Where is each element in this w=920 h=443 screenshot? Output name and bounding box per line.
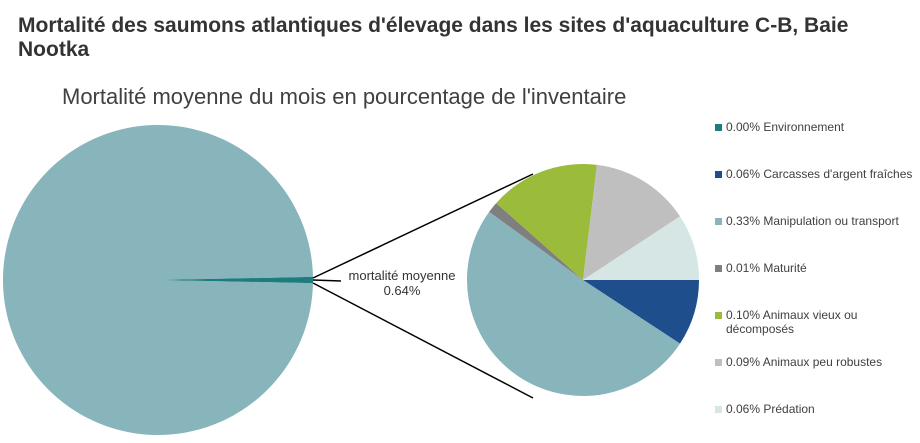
connector-line-top	[312, 173, 534, 279]
aggregate-label-leader	[312, 279, 342, 282]
secondary-pie-slice	[583, 216, 699, 280]
legend-swatch	[715, 312, 722, 319]
chart-subtitle: Mortalité moyenne du mois en pourcentage…	[62, 84, 627, 109]
aggregate-label: mortalité moyenne 0.64%	[343, 268, 461, 298]
secondary-pie-slice	[489, 203, 583, 280]
legend-label: 0.10% Animaux vieux ou décomposés	[726, 308, 858, 336]
legend-swatch	[715, 265, 722, 272]
aggregate-label-text: mortalité moyenne	[348, 268, 456, 283]
legend-item: 0.01% Maturité	[715, 261, 807, 275]
secondary-pie-slice	[583, 280, 699, 344]
legend-swatch	[715, 406, 722, 413]
legend-label: 0.00% Environnement	[726, 120, 845, 134]
legend-swatch	[715, 218, 722, 225]
legend-item: 0.09% Animaux peu robustes	[715, 355, 882, 369]
main-pie-aggregate-slice	[158, 276, 314, 284]
legend-item: 0.00% Environnement	[715, 120, 844, 134]
secondary-pie-slice	[496, 164, 597, 280]
legend-item: 0.06% Prédation	[715, 402, 815, 416]
chart-title: Mortalité des saumons atlantiques d'élev…	[18, 14, 849, 61]
connector-line-bottom	[312, 282, 534, 399]
aggregate-value: 0.64%	[383, 283, 421, 298]
legend-label: 0.06% Prédation	[726, 402, 815, 416]
legend-label: 0.06% Carcasses d'argent fraîches	[726, 167, 913, 181]
secondary-pie-slice	[583, 164, 681, 280]
legend-item: 0.06% Carcasses d'argent fraîches	[715, 167, 912, 181]
legend-label: 0.01% Maturité	[726, 261, 807, 275]
legend-label: 0.33% Manipulation ou transport	[726, 214, 899, 228]
legend-item: 0.10% Animaux vieux ou décomposés	[715, 308, 876, 336]
secondary-pie-slice	[466, 211, 681, 397]
main-pie-remainder-slice	[2, 124, 313, 436]
legend-label: 0.09% Animaux peu robustes	[726, 355, 883, 369]
legend-swatch	[715, 359, 722, 366]
legend-swatch	[715, 124, 722, 131]
legend-item: 0.33% Manipulation ou transport	[715, 214, 899, 228]
legend-swatch	[715, 171, 722, 178]
